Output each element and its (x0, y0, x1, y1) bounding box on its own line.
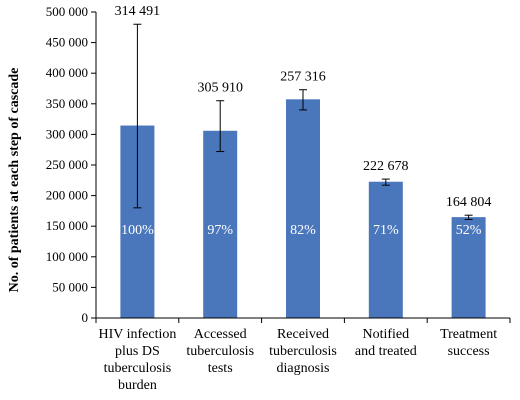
x-category-label: and treated (355, 344, 417, 359)
y-axis-title: No. of patients at each step of cascade (7, 68, 22, 293)
value-label: 164 804 (446, 195, 492, 210)
y-tick-label: 0 (82, 310, 89, 325)
value-label: 257 316 (280, 70, 326, 85)
y-tick-label: 500 000 (46, 4, 88, 19)
bar (203, 130, 238, 318)
value-label: 305 910 (197, 81, 243, 96)
x-axis-categories: HIV infection plus DS tuberculosis burden Ac… (98, 327, 497, 393)
x-category-label: burden (118, 378, 157, 393)
x-category-label: Received (277, 327, 329, 342)
percent-label: 52% (456, 223, 482, 238)
percent-label: 97% (207, 223, 233, 238)
bars (120, 99, 486, 319)
x-category-label: diagnosis (277, 361, 330, 376)
y-tick-label: 250 000 (46, 157, 88, 172)
y-tick-label: 100 000 (46, 249, 88, 264)
y-axis-title-group: No. of patients at each step of cascade (7, 68, 22, 293)
error-bars (133, 23, 473, 220)
percent-label: 82% (290, 223, 316, 238)
x-category-label: HIV infection (98, 327, 176, 342)
x-category-label: Accessed (194, 327, 247, 342)
data-labels: 314 491 100% 305 910 97% 257 316 82% 222 678 71… (115, 4, 492, 238)
x-category-label: success (448, 344, 490, 359)
x-category-label: tuberculosis (104, 361, 172, 376)
y-tick-label: 350 000 (46, 96, 88, 111)
y-tick-label: 150 000 (46, 218, 88, 233)
bar (286, 99, 320, 319)
y-tick-label: 200 000 (46, 188, 88, 203)
value-label: 222 678 (363, 159, 409, 174)
x-category-label: tuberculosis (269, 344, 337, 359)
value-label: 314 491 (115, 4, 161, 19)
y-axis-ticks: 0 50 000 100 000 150 000 200 000 250 000 300 0… (46, 4, 511, 325)
y-tick-label: 450 000 (46, 35, 88, 50)
y-tick-label: 50 000 (52, 279, 88, 294)
bar (368, 181, 403, 318)
x-category-label: tuberculosis (186, 344, 254, 359)
x-category-label: Treatment (440, 327, 497, 342)
x-category-label: plus DS (115, 344, 160, 359)
percent-label: 100% (121, 223, 154, 238)
x-category-label: Notified (362, 327, 409, 342)
y-tick-label: 400 000 (46, 65, 88, 80)
x-category-label: tests (208, 361, 233, 376)
y-tick-label: 300 000 (46, 126, 88, 141)
percent-label: 71% (373, 223, 399, 238)
bar (451, 217, 486, 318)
